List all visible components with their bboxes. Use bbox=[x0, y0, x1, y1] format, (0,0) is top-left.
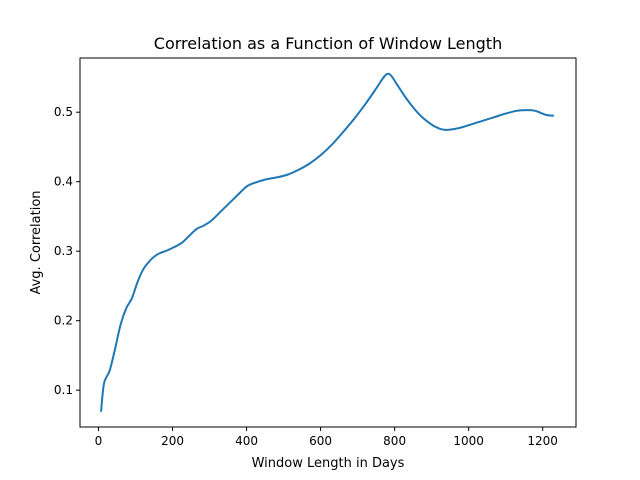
y-tick-label: 0.1 bbox=[54, 383, 73, 397]
x-axis-label: Window Length in Days bbox=[252, 456, 405, 471]
x-tick-label: 600 bbox=[309, 434, 332, 448]
chart-title: Correlation as a Function of Window Leng… bbox=[154, 34, 502, 53]
axes-frame bbox=[79, 57, 577, 428]
x-tick-label: 0 bbox=[95, 434, 103, 448]
x-tick-label: 400 bbox=[235, 434, 258, 448]
y-tick-label: 0.2 bbox=[54, 314, 73, 328]
y-axis: 0.1 0.2 0.3 0.4 0.5 bbox=[54, 105, 80, 397]
plot-area bbox=[100, 72, 555, 413]
x-tick-label: 800 bbox=[383, 434, 406, 448]
x-tick-label: 1200 bbox=[527, 434, 558, 448]
x-tick-label: 200 bbox=[161, 434, 184, 448]
y-tick-label: 0.4 bbox=[54, 175, 73, 189]
series-line bbox=[100, 72, 555, 413]
x-tick-label: 1000 bbox=[453, 434, 484, 448]
x-axis: 0 200 400 600 800 1000 1200 bbox=[95, 427, 558, 448]
y-axis-label: Avg. Correlation bbox=[29, 190, 44, 294]
y-tick-label: 0.5 bbox=[54, 105, 73, 119]
y-tick-label: 0.3 bbox=[54, 244, 73, 258]
